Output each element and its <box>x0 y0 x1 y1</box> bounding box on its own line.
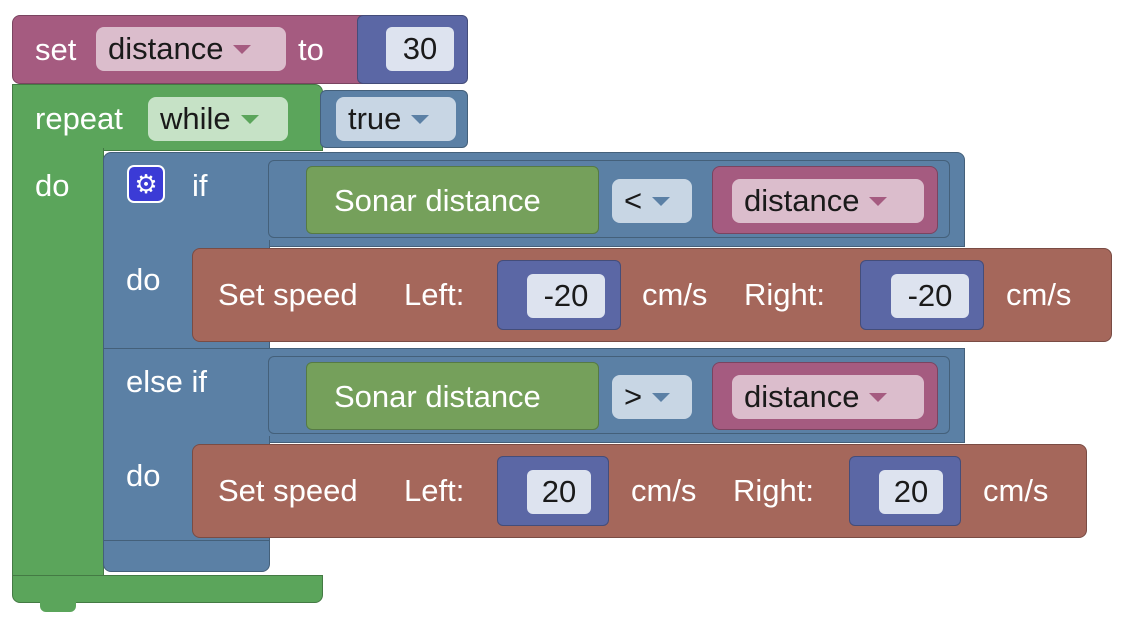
operator-value-2: > <box>624 379 643 414</box>
repeat-mode-value: while <box>160 101 231 136</box>
boolean-value: true <box>348 101 402 136</box>
sonar-distance-label-2: Sonar distance <box>334 379 541 414</box>
set-label: set <box>35 32 77 67</box>
left-label-2: Left: <box>404 473 465 508</box>
set-speed-label-1: Set speed <box>218 277 358 312</box>
variable-dropdown-2[interactable]: distance <box>732 375 924 419</box>
chevron-down-icon <box>652 392 671 402</box>
chevron-down-icon <box>240 114 259 124</box>
chevron-down-icon <box>869 392 888 402</box>
chevron-down-icon <box>233 44 252 54</box>
sonar-distance-label-1: Sonar distance <box>334 183 541 218</box>
do-label-1: do <box>126 262 161 297</box>
left-unit-2: cm/s <box>631 473 697 508</box>
operator-value-1: < <box>624 183 643 218</box>
variable-dropdown[interactable]: distance <box>96 27 286 71</box>
repeat-bottom-notch <box>40 602 76 612</box>
if-label: if <box>192 168 208 203</box>
repeat-while-block-arm <box>12 148 104 580</box>
else-if-label: else if <box>126 364 207 399</box>
variable-value: distance <box>108 31 224 66</box>
operator-dropdown-1[interactable]: < <box>612 179 692 223</box>
right-speed-field-2[interactable]: 20 <box>879 470 943 514</box>
right-label-1: Right: <box>744 277 825 312</box>
left-unit-1: cm/s <box>642 277 708 312</box>
gear-icon[interactable]: ⚙ <box>127 165 165 203</box>
right-unit-1: cm/s <box>1006 277 1072 312</box>
left-speed-field-2[interactable]: 20 <box>527 470 591 514</box>
chevron-down-icon <box>411 114 430 124</box>
repeat-do-label: do <box>35 168 70 203</box>
variable-get-value-2: distance <box>744 379 860 414</box>
variable-get-value-1: distance <box>744 183 860 218</box>
sonar-distance-block-1[interactable] <box>306 166 599 234</box>
to-label: to <box>298 32 324 67</box>
if-block-foot <box>103 540 270 572</box>
chevron-down-icon <box>652 196 671 206</box>
chevron-down-icon <box>869 196 888 206</box>
sonar-distance-block-2[interactable] <box>306 362 599 430</box>
right-speed-field-1[interactable]: -20 <box>891 274 969 318</box>
left-speed-field-1[interactable]: -20 <box>527 274 605 318</box>
variable-dropdown-1[interactable]: distance <box>732 179 924 223</box>
set-speed-label-2: Set speed <box>218 473 358 508</box>
repeat-mode-dropdown[interactable]: while <box>148 97 288 141</box>
repeat-while-block-foot <box>12 575 323 603</box>
right-unit-2: cm/s <box>983 473 1049 508</box>
left-label-1: Left: <box>404 277 465 312</box>
do-label-2: do <box>126 458 161 493</box>
right-label-2: Right: <box>733 473 814 508</box>
operator-dropdown-2[interactable]: > <box>612 375 692 419</box>
boolean-dropdown[interactable]: true <box>336 97 456 141</box>
repeat-label: repeat <box>35 101 123 136</box>
number-field[interactable]: 30 <box>386 27 454 71</box>
